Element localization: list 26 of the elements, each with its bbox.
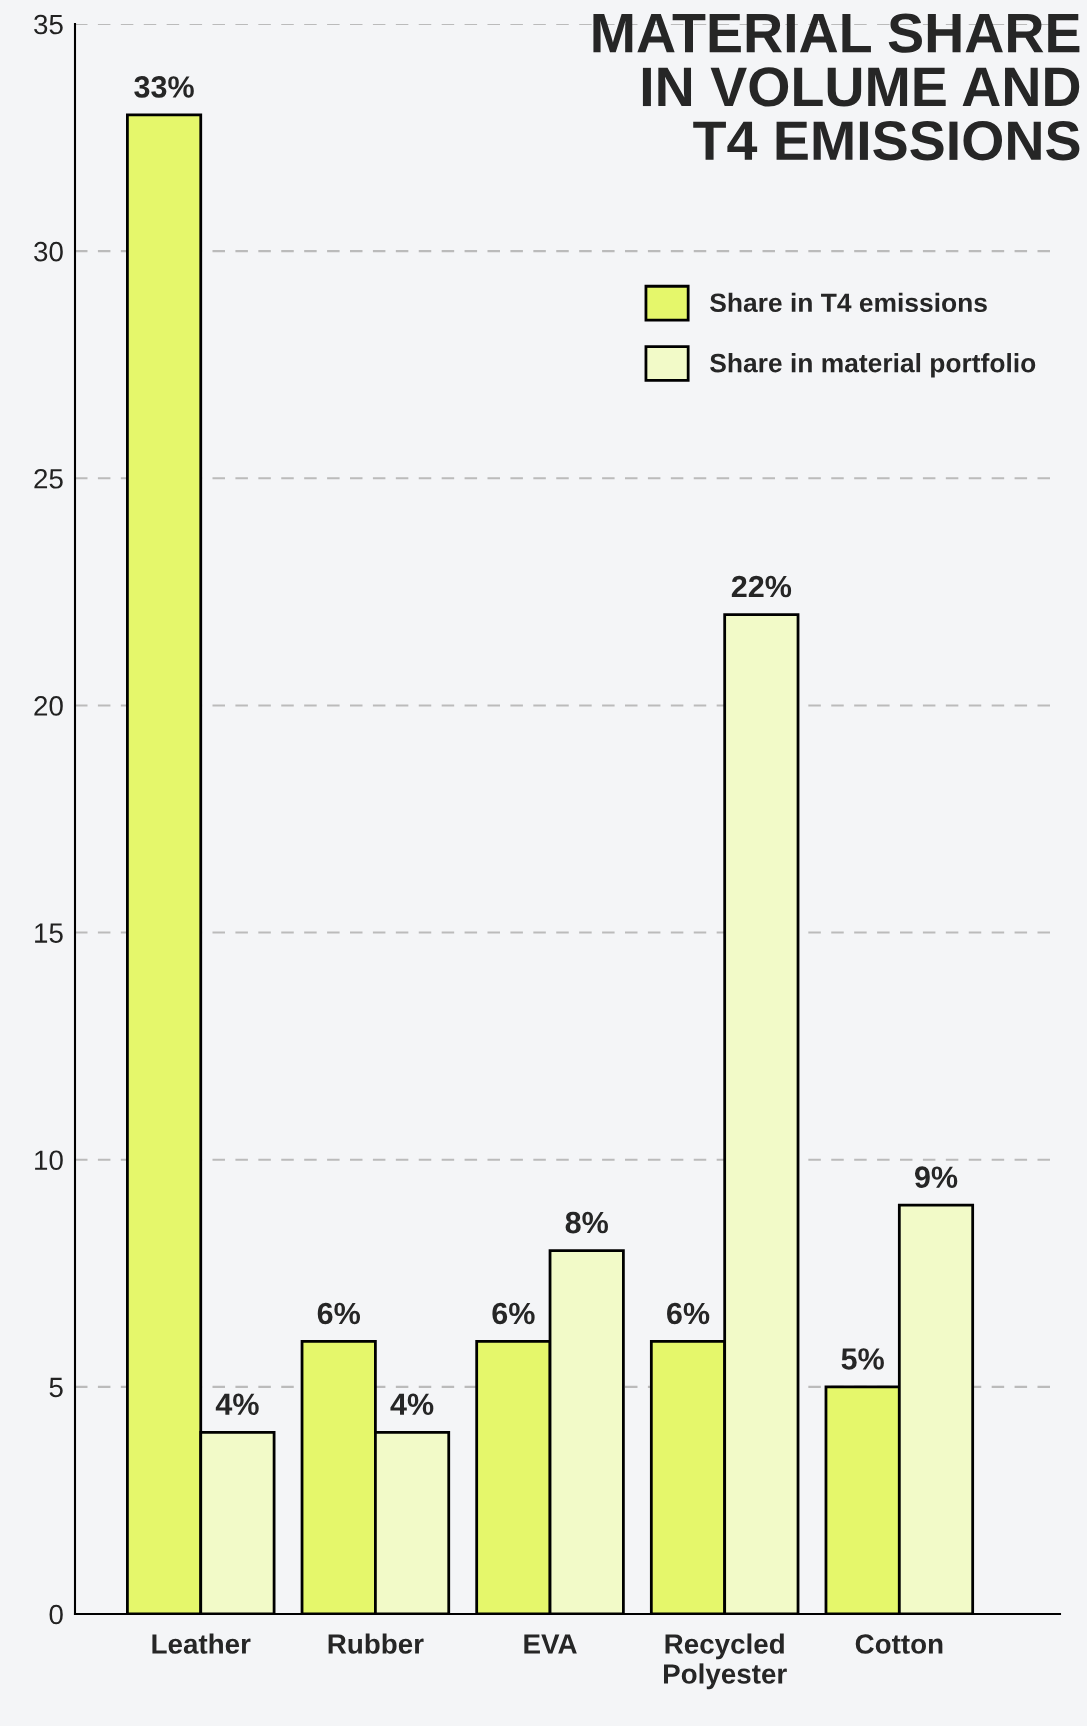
x-tick-label: Rubber [328,1633,424,1654]
y-tick-label: 25 [34,468,63,489]
data-label: 6% [317,1302,360,1325]
y-tick-label: 10 [35,1150,63,1171]
y-tick-label: 35 [34,14,63,35]
legend-label: Share in material portfolio [710,353,1036,378]
x-tick-label: EVA [524,1634,577,1654]
x-tick-label: Leather [152,1633,251,1654]
data-label: 22% [731,575,792,598]
data-label: 4% [215,1393,259,1416]
y-tick-label: 0 [49,1604,63,1625]
y-tick-label: 30 [34,241,63,262]
legend-label: Share in T4 emissions [710,292,987,313]
data-label: 6% [492,1302,535,1325]
data-label: 4% [390,1393,434,1416]
data-label: 8% [565,1211,608,1234]
data-label: 33% [134,76,194,98]
y-tick-label: 20 [34,696,63,716]
data-label: 6% [667,1302,710,1325]
y-tick-label: 5 [49,1377,63,1398]
text: MATERIAL SHARE IN VOLUME AND T4 EMISSIONS [593,13,1080,161]
x-tick-label: Recycled Polyester [664,1633,787,1690]
data-label: 9% [914,1166,958,1188]
x-tick-label: Cotton [855,1634,943,1654]
y-tick-label: 15 [35,923,63,943]
data-label: 5% [841,1348,884,1370]
